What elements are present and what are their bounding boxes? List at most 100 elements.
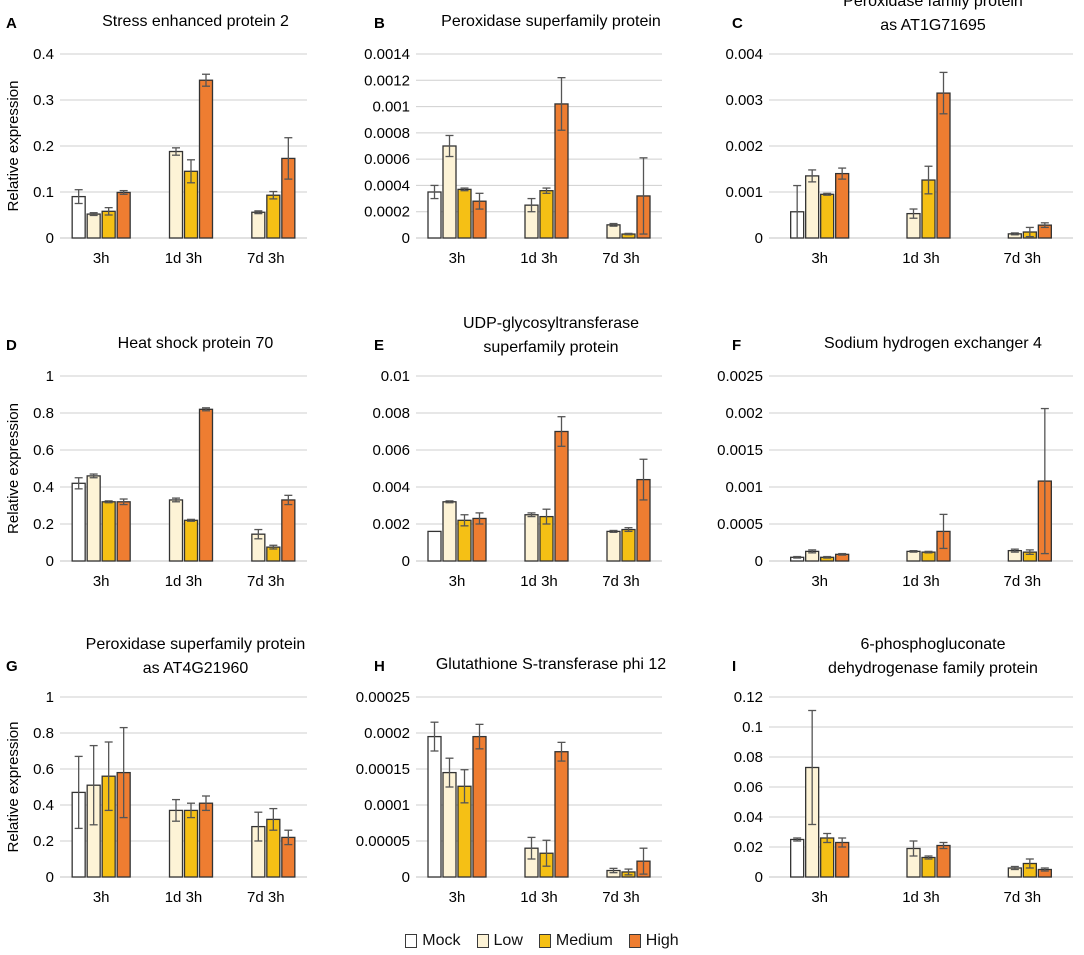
chart-title-line: Peroxidase superfamily protein: [441, 13, 661, 30]
chart-panel-d: D Heat shock protein 70 0 0.2 0.4 0.6 0.8 1 Rela…: [5, 335, 307, 590]
y-tick-label: 0.003: [725, 92, 763, 109]
x-tick-label: 3h: [449, 573, 466, 590]
bar-low: [86, 475, 101, 562]
y-tick-label: 0.0006: [364, 151, 410, 168]
bar-high: [198, 802, 214, 878]
chart-panel-i: I 6-phosphogluconate dehydrogenase family …: [732, 636, 1073, 906]
y-tick-label: 0: [755, 869, 763, 886]
y-tick-label: 0: [46, 869, 54, 886]
x-tick-label: 1d 3h: [520, 889, 558, 906]
y-tick-label: 0.1: [33, 184, 54, 201]
y-tick-label: 0.0015: [717, 442, 763, 459]
chart-title-line: as AT4G21960: [143, 660, 249, 677]
bar-low: [906, 550, 921, 562]
bar-high: [116, 191, 131, 239]
y-tick-label: 0.01: [381, 368, 410, 385]
legend-item-high: High: [628, 932, 679, 950]
y-tick-label: 0.0002: [364, 725, 410, 742]
y-tick-label: 0.002: [725, 138, 763, 155]
chart-panel-h: H Glutathione S-transferase phi 12 0 0.0000…: [356, 656, 667, 906]
bar-low: [86, 213, 101, 239]
panel-letter: C: [732, 15, 743, 32]
x-tick-label: 7d 3h: [247, 889, 285, 906]
y-tick-label: 0.0025: [717, 368, 763, 385]
x-tick-label: 7d 3h: [247, 573, 285, 590]
bar-low: [442, 771, 457, 878]
legend-label: Mock: [422, 932, 461, 949]
bar-medium: [457, 188, 472, 239]
chart-title-line: as AT1G71695: [880, 17, 986, 34]
x-tick-label: 3h: [449, 250, 466, 267]
chart-title-line: 6-phosphogluconate: [860, 636, 1005, 653]
y-tick-label: 0.001: [725, 479, 763, 496]
y-tick-label: 0.00005: [356, 833, 410, 850]
x-tick-label: 1d 3h: [165, 573, 203, 590]
x-tick-label: 7d 3h: [1004, 573, 1042, 590]
bar-medium: [921, 856, 936, 878]
x-tick-label: 7d 3h: [1004, 250, 1042, 267]
y-tick-label: 0.008: [372, 405, 410, 422]
x-tick-label: 1d 3h: [902, 250, 940, 267]
y-tick-label: 0.8: [33, 725, 54, 742]
chart-panel-g: G Peroxidase superfamily protein as AT4G21…: [5, 636, 307, 906]
bar-medium: [820, 837, 835, 878]
panel-letter: I: [732, 658, 736, 675]
y-tick-label: 0.6: [33, 442, 54, 459]
bar-low: [442, 145, 457, 239]
legend-label: Medium: [555, 932, 613, 949]
y-tick-label: 0.0014: [364, 46, 410, 63]
y-tick-label: 0.06: [734, 779, 763, 796]
x-tick-label: 7d 3h: [602, 250, 640, 267]
x-tick-label: 7d 3h: [247, 250, 285, 267]
bar-low: [524, 514, 539, 562]
y-tick-label: 0.1: [742, 719, 763, 736]
y-tick-label: 0.6: [33, 761, 54, 778]
chart-title-line: UDP-glycosyltransferase: [463, 315, 639, 332]
legend-label: Low: [493, 932, 523, 949]
y-tick-label: 0.0005: [717, 516, 763, 533]
bar-high: [936, 844, 951, 878]
y-tick-label: 0.006: [372, 442, 410, 459]
y-tick-label: 0.08: [734, 749, 763, 766]
bar-high: [472, 735, 487, 878]
bar-low: [442, 501, 457, 562]
y-axis-label: Relative expression: [5, 722, 22, 853]
bar-medium: [820, 193, 835, 239]
y-tick-label: 0.001: [725, 184, 763, 201]
panel-letter: H: [374, 658, 385, 675]
y-tick-label: 0.0001: [364, 797, 410, 814]
bar-mock: [71, 482, 86, 562]
legend-swatch: [538, 934, 551, 948]
x-tick-label: 1d 3h: [165, 889, 203, 906]
legend-label: High: [645, 932, 679, 949]
bar-medium: [183, 809, 199, 878]
legend: Mock Low Medium High: [0, 928, 1084, 954]
bar-high: [116, 501, 131, 562]
x-tick-label: 7d 3h: [602, 889, 640, 906]
y-tick-label: 0.4: [33, 479, 54, 496]
y-tick-label: 0.002: [372, 516, 410, 533]
y-tick-label: 0: [46, 230, 54, 247]
y-tick-label: 0.002: [725, 405, 763, 422]
y-tick-label: 0.0012: [364, 72, 410, 89]
y-tick-label: 1: [46, 368, 54, 385]
chart-panel-b: B Peroxidase superfamily protein 0 0.0002 0.…: [364, 13, 662, 267]
y-tick-label: 0.004: [372, 479, 410, 496]
legend-item-medium: Medium: [538, 932, 613, 950]
chart-title-line: Stress enhanced protein 2: [102, 13, 289, 30]
bar-low: [606, 224, 621, 239]
x-tick-label: 7d 3h: [1004, 889, 1042, 906]
chart-title-line: dehydrogenase family protein: [828, 660, 1038, 677]
x-tick-label: 7d 3h: [602, 573, 640, 590]
bar-low: [168, 150, 184, 239]
y-tick-label: 0: [755, 230, 763, 247]
x-tick-label: 1d 3h: [520, 573, 558, 590]
bar-medium: [621, 528, 636, 562]
y-tick-label: 0.12: [734, 689, 763, 706]
y-tick-label: 0.2: [33, 833, 54, 850]
y-tick-label: 0.00025: [356, 689, 410, 706]
y-tick-label: 0.8: [33, 405, 54, 422]
chart-title-line: Glutathione S-transferase phi 12: [436, 656, 666, 673]
legend-swatch: [476, 934, 489, 948]
bar-high: [936, 92, 951, 239]
